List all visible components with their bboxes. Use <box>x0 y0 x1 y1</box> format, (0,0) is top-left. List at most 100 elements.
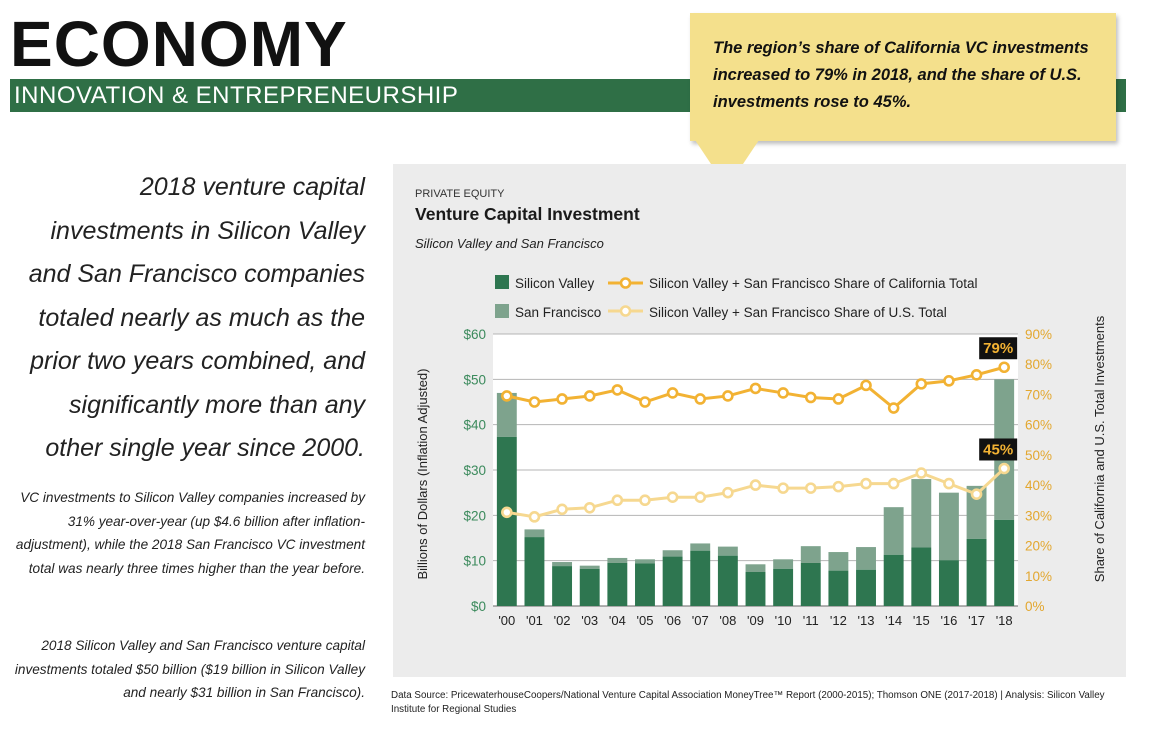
x-tick-label: '03 <box>581 613 598 628</box>
point-ca-share <box>804 391 817 404</box>
page-title: ECONOMY <box>10 8 348 80</box>
legend-marker-ca <box>619 277 632 289</box>
point-ca-share <box>639 396 651 408</box>
annotation-box <box>979 438 1018 461</box>
legend-marker-us <box>619 305 632 317</box>
x-tick-label: '05 <box>636 613 653 628</box>
y-tick-label: $10 <box>463 554 486 569</box>
y-tick-label: $40 <box>463 418 486 433</box>
x-tick-label: '06 <box>664 613 681 628</box>
point-ca-share <box>943 375 955 387</box>
bar-silicon-valley <box>828 570 849 606</box>
bar-silicon-valley <box>635 563 655 606</box>
bar-san-francisco <box>496 392 517 437</box>
legend-label-silicon-valley: Silicon Valley <box>515 276 595 291</box>
callout-box: The region’s share of California VC inve… <box>690 13 1116 141</box>
y-axis-label: Billions of Dollars (Inflation Adjusted) <box>415 369 430 580</box>
x-tick-label: '08 <box>719 613 736 628</box>
bar-silicon-valley <box>552 566 573 606</box>
point-us-share <box>887 477 900 490</box>
annotation-label: 79% <box>983 340 1013 357</box>
y2-tick-label: 60% <box>1025 418 1052 433</box>
point-us-share <box>556 503 568 516</box>
point-us-share <box>639 494 651 507</box>
callout-text: The region’s share of California VC inve… <box>713 39 1089 111</box>
y2-tick-label: 70% <box>1025 387 1052 402</box>
bar-silicon-valley <box>607 562 628 606</box>
bar-san-francisco <box>690 543 711 551</box>
bar-silicon-valley <box>745 572 766 606</box>
bar-san-francisco <box>635 559 655 564</box>
data-source: Data Source: PricewaterhouseCoopers/Nati… <box>391 690 1105 715</box>
point-ca-share <box>666 387 679 399</box>
annotation-label: 45% <box>983 441 1013 458</box>
legend-swatch-silicon-valley <box>495 275 509 289</box>
legend-swatch-san-francisco <box>495 304 509 318</box>
x-tick-label: '11 <box>803 613 819 628</box>
bar-san-francisco <box>938 492 959 561</box>
note-paragraph-1: VC investments to Silicon Valley compani… <box>15 490 365 576</box>
chart-kicker: PRIVATE EQUITY <box>415 188 505 200</box>
point-ca-share <box>583 390 596 402</box>
bar-silicon-valley <box>911 547 932 606</box>
point-us-share <box>749 479 762 491</box>
point-us-share <box>722 486 734 499</box>
bar-san-francisco <box>966 485 987 539</box>
point-us-share <box>943 477 955 490</box>
bar-silicon-valley <box>773 568 794 606</box>
point-us-share <box>970 488 983 500</box>
point-ca-share <box>556 393 568 405</box>
note-paragraph-2: 2018 Silicon Valley and San Francisco ve… <box>14 638 365 700</box>
bar-san-francisco <box>800 546 821 563</box>
y2-tick-label: 20% <box>1025 539 1052 554</box>
point-ca-share <box>915 378 928 390</box>
bar-san-francisco <box>883 507 904 555</box>
point-ca-share <box>832 393 845 405</box>
bar-san-francisco <box>745 564 766 572</box>
x-tick-label: '16 <box>940 613 957 628</box>
vc-chart: PRIVATE EQUITY Venture Capital Investmen… <box>415 188 1107 628</box>
bar-silicon-valley <box>800 562 821 606</box>
bar-silicon-valley <box>994 519 1015 606</box>
chart-panel: PRIVATE EQUITY Venture Capital Investmen… <box>393 164 1126 677</box>
y2-axis-label: Share of California and U.S. Total Inves… <box>1092 315 1107 582</box>
bar-silicon-valley <box>966 538 987 606</box>
x-tick-label: '12 <box>830 613 847 628</box>
bar-silicon-valley <box>856 569 876 606</box>
y-tick-label: $20 <box>463 508 486 523</box>
section-subtitle: INNOVATION & ENTREPRENEURSHIP <box>14 82 459 109</box>
legend: Silicon Valley San Francisco Silicon Val… <box>495 275 978 320</box>
point-ca-share <box>722 390 734 402</box>
point-us-share <box>915 467 928 479</box>
bar-san-francisco <box>856 547 876 570</box>
bar-san-francisco <box>552 562 573 567</box>
x-tick-label: '18 <box>996 613 1013 628</box>
y2-tick-label: 90% <box>1025 327 1052 342</box>
point-us-share <box>694 491 707 504</box>
point-us-share <box>804 482 817 494</box>
point-us-share <box>832 480 845 493</box>
point-ca-share <box>998 361 1010 374</box>
bar-san-francisco <box>607 557 628 563</box>
legend-label-ca-share: Silicon Valley + San Francisco Share of … <box>649 276 978 291</box>
y2-tick-label: 30% <box>1025 508 1052 523</box>
point-ca-share <box>887 402 900 414</box>
y2-tick-label: 40% <box>1025 478 1052 493</box>
point-us-share <box>611 494 624 507</box>
bar-silicon-valley <box>496 436 517 606</box>
bar-silicon-valley <box>717 555 738 606</box>
annotation-box <box>979 337 1018 360</box>
chart-subtitle: Silicon Valley and San Francisco <box>415 236 604 251</box>
bar-silicon-valley <box>524 537 545 606</box>
point-ca-share <box>777 387 789 399</box>
y2-tick-label: 0% <box>1025 599 1045 614</box>
bar-san-francisco <box>524 529 545 538</box>
y-tick-label: $50 <box>463 372 486 387</box>
y-tick-label: $30 <box>463 463 486 478</box>
x-tick-label: '09 <box>747 613 764 628</box>
point-us-share <box>998 462 1010 475</box>
chart-title: Venture Capital Investment <box>415 204 640 224</box>
y2-tick-label: 10% <box>1025 569 1052 584</box>
bar-san-francisco <box>579 565 600 569</box>
x-tick-label: '02 <box>554 613 571 628</box>
